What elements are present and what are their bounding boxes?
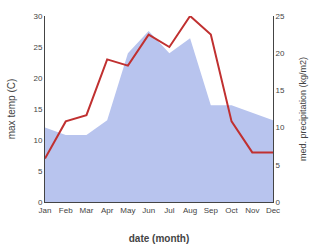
- svg-text:15: 15: [276, 86, 285, 95]
- svg-text:Dec: Dec: [266, 206, 280, 215]
- svg-text:Mar: Mar: [80, 206, 94, 215]
- svg-text:Jul: Jul: [164, 206, 174, 215]
- svg-text:10: 10: [33, 136, 42, 145]
- svg-text:0: 0: [276, 198, 281, 207]
- svg-text:25: 25: [276, 12, 285, 21]
- svg-text:5: 5: [276, 161, 281, 170]
- svg-text:Apr: Apr: [101, 206, 114, 215]
- svg-text:Feb: Feb: [59, 206, 73, 215]
- svg-text:med. precipitation (kg/m2): med. precipitation (kg/m2): [298, 57, 308, 161]
- svg-text:max temp (C): max temp (C): [6, 79, 17, 140]
- svg-text:Jun: Jun: [142, 206, 155, 215]
- svg-text:30: 30: [33, 12, 42, 21]
- svg-text:10: 10: [276, 123, 285, 132]
- svg-text:20: 20: [33, 74, 42, 83]
- svg-text:0: 0: [38, 198, 43, 207]
- svg-text:Sep: Sep: [204, 206, 219, 215]
- svg-text:May: May: [120, 206, 135, 215]
- svg-text:date (month): date (month): [129, 233, 190, 244]
- svg-text:Aug: Aug: [183, 206, 197, 215]
- svg-text:5: 5: [38, 167, 43, 176]
- svg-text:Jan: Jan: [39, 206, 52, 215]
- svg-text:Nov: Nov: [245, 206, 259, 215]
- svg-text:20: 20: [276, 49, 285, 58]
- svg-text:25: 25: [33, 43, 42, 52]
- svg-text:15: 15: [33, 105, 42, 114]
- svg-text:Oct: Oct: [225, 206, 238, 215]
